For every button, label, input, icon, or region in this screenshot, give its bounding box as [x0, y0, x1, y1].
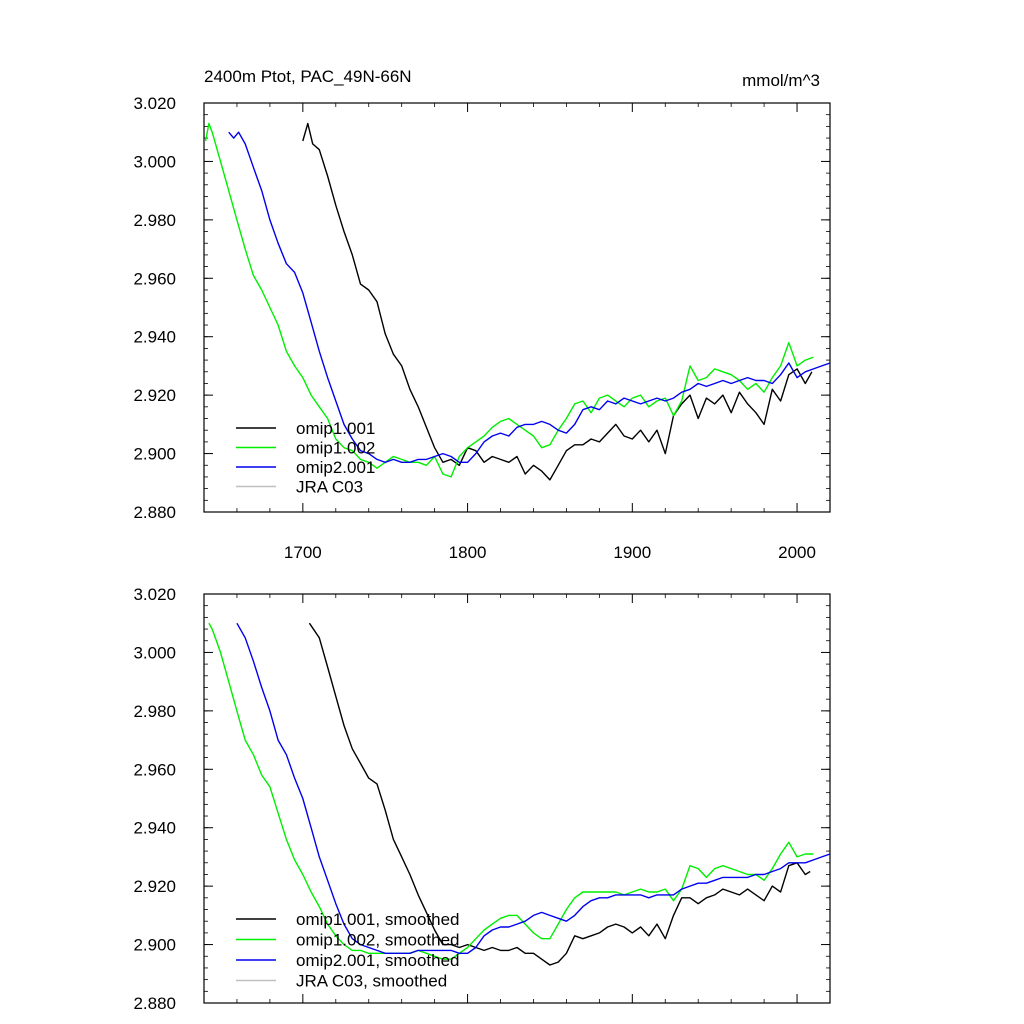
y-tick-label: 2.900 [133, 445, 176, 464]
y-tick-label: 2.920 [133, 877, 176, 896]
legend-label: omip1.002, smoothed [296, 931, 460, 950]
legend-label: omip2.001, smoothed [296, 951, 460, 970]
legend-label: JRA C03, smoothed [296, 972, 447, 991]
y-tick-label: 2.980 [133, 702, 176, 721]
x-tick-label: 1900 [613, 543, 651, 562]
y-tick-label: 3.020 [133, 94, 176, 113]
y-tick-label: 3.000 [133, 643, 176, 662]
y-tick-label: 2.880 [133, 503, 176, 522]
y-tick-label: 3.020 [133, 585, 176, 604]
figure-title: 2400m Ptot, PAC_49N-66N [204, 67, 412, 86]
x-tick-label: 2000 [778, 543, 816, 562]
plot-frame [203, 102, 831, 513]
y-tick-label: 2.960 [133, 760, 176, 779]
y-tick-label: 2.940 [133, 328, 176, 347]
series-line-0 [308, 622, 811, 966]
x-tick-label: 1700 [284, 543, 322, 562]
y-tick-label: 3.000 [133, 152, 176, 171]
legend-label: omip1.001, smoothed [296, 910, 460, 929]
bottom-panel: 2.880 2.900 2.920 2.940 2.960 2.980 3.000 3.020… [133, 585, 831, 1013]
series-line-2 [228, 131, 830, 463]
y-tick-label: 2.920 [133, 386, 176, 405]
legend-label: omip2.001 [296, 458, 375, 477]
series-line-0 [302, 122, 813, 481]
y-tick-label: 2.960 [133, 269, 176, 288]
y-tick-label: 2.940 [133, 819, 176, 838]
legend-label: omip1.001 [296, 419, 375, 438]
series-line-1 [204, 122, 814, 478]
y-tick-label: 2.880 [133, 994, 176, 1013]
y-tick-label: 2.900 [133, 936, 176, 955]
series-line-1 [208, 622, 814, 960]
legend-label: JRA C03 [296, 478, 363, 497]
top-panel: 2.880 2.900 2.920 2.940 2.960 2.980 3.000 3.020… [133, 94, 831, 562]
plot-frame [203, 593, 831, 1004]
series-line-2 [236, 622, 830, 954]
legend-label: omip1.002 [296, 439, 375, 458]
x-tick-label: 1800 [449, 543, 487, 562]
y-tick-label: 2.980 [133, 211, 176, 230]
units-label: mmol/m^3 [742, 71, 820, 90]
